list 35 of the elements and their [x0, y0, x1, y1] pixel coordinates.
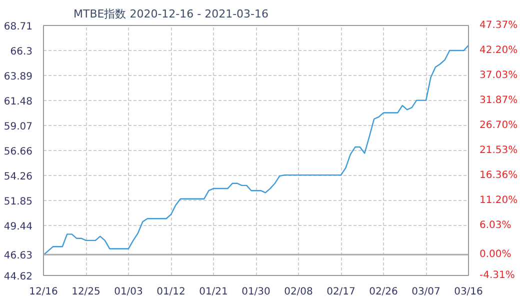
x-tick-label: 01/21 [199, 286, 228, 298]
x-tick-label: 03/16 [454, 286, 483, 298]
y2-tick-label: 0.00% [480, 249, 512, 260]
y-tick-label: 46.63 [4, 250, 33, 262]
chart-title: MTBE指数 2020-12-16 - 2021-03-16 [74, 8, 269, 20]
x-tick-label: 12/25 [72, 286, 100, 298]
line-series [44, 44, 468, 256]
y-tick-label: 68.71 [4, 22, 33, 32]
y-tick-label: 44.62 [4, 272, 33, 282]
y-tick-label: 51.85 [4, 196, 33, 208]
y2-tick-label: 16.36% [480, 170, 518, 182]
y2-tick-label: 6.03% [480, 220, 512, 231]
y2-tick-label: 31.87% [480, 94, 518, 106]
y-tick-label: 66.3 [10, 46, 32, 58]
x-tick-label: 02/26 [369, 286, 398, 298]
y2-tick-label: 26.70% [480, 120, 518, 131]
y-tick-label: 49.44 [4, 221, 33, 232]
y2-tick-label: 47.37% [480, 20, 518, 31]
x-tick-label: 02/08 [284, 286, 313, 298]
y-tick-label: 61.48 [4, 96, 33, 108]
y-tick-label: 54.26 [4, 171, 33, 182]
y-tick-label: 56.66 [4, 146, 33, 158]
y-tick-label: 59.07 [4, 122, 33, 133]
x-tick-label: 12/16 [29, 286, 58, 298]
x-tick-label: 03/07 [412, 286, 440, 298]
x-tick-label: 01/03 [114, 286, 143, 298]
y2-tick-label: 42.20% [480, 45, 518, 56]
y2-tick-label: -4.31% [480, 270, 515, 281]
y2-tick-label: 21.53% [480, 145, 518, 156]
y2-tick-label: 11.20% [480, 194, 518, 206]
x-tick-label: 01/12 [156, 286, 186, 298]
x-tick-label: 01/30 [242, 286, 270, 298]
y2-tick-label: 37.03% [480, 70, 518, 82]
y-tick-label: 63.89 [4, 72, 33, 83]
x-tick-label: 02/17 [326, 286, 356, 298]
